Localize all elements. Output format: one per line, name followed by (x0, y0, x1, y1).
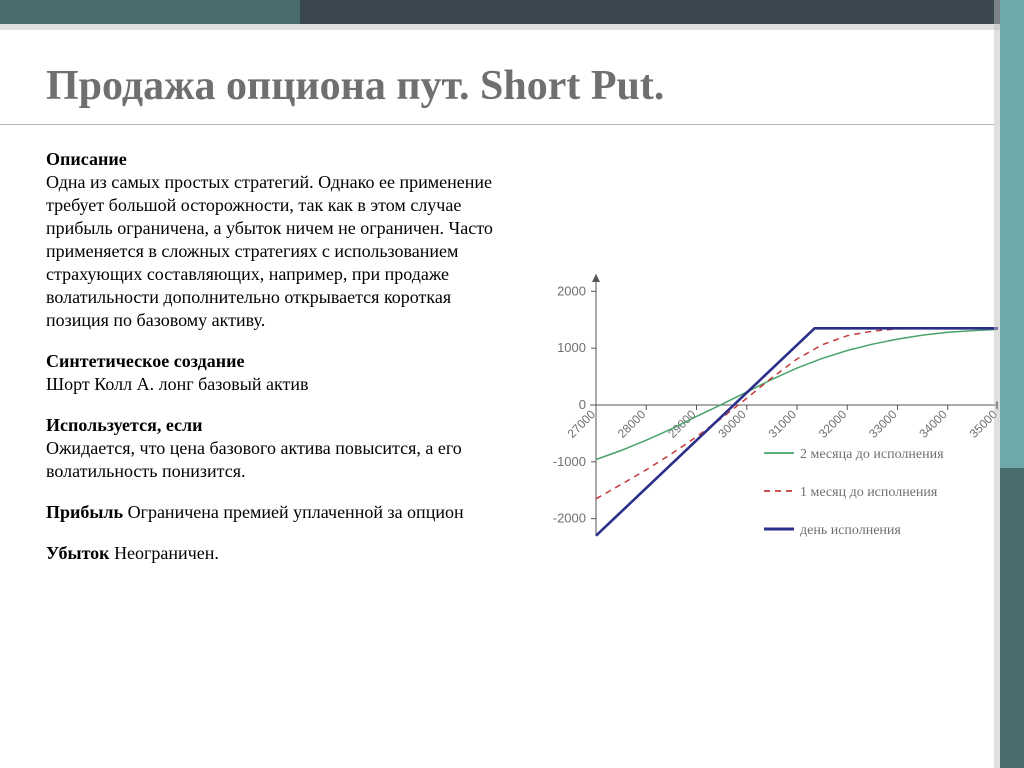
use-heading: Используется, если (46, 415, 203, 435)
svg-text:30000: 30000 (715, 407, 749, 441)
synth-text: Шорт Колл А. лонг базовый актив (46, 373, 506, 396)
top-decor-seg-1 (0, 0, 300, 24)
profit-text: Ограничена премией уплаченной за опцион (123, 502, 464, 522)
svg-text:28000: 28000 (615, 407, 649, 441)
svg-text:31000: 31000 (766, 407, 800, 441)
svg-text:1 месяц до исполнения: 1 месяц до исполнения (800, 485, 938, 500)
right-decor-seg-2 (1000, 468, 1024, 768)
loss-heading: Убыток (46, 543, 110, 563)
top-decor-shadow (0, 24, 1024, 30)
svg-text:1000: 1000 (557, 340, 586, 355)
svg-text:32000: 32000 (816, 407, 850, 441)
page-title: Продажа опциона пут. Short Put. (46, 62, 664, 110)
svg-text:2000: 2000 (557, 283, 586, 298)
desc-text: Одна из самых простых стратегий. Однако … (46, 171, 506, 332)
use-text: Ожидается, что цена базового актива повы… (46, 437, 506, 483)
synth-heading: Синтетическое создание (46, 351, 245, 371)
svg-text:27000: 27000 (565, 407, 599, 441)
svg-text:-1000: -1000 (553, 454, 586, 469)
title-underline (0, 124, 994, 125)
slide: Продажа опциона пут. Short Put. Описание… (0, 0, 1024, 768)
svg-text:-2000: -2000 (553, 511, 586, 526)
svg-text:2 месяца до исполнения: 2 месяца до исполнения (800, 447, 944, 462)
top-decor-bar (0, 0, 1024, 24)
desc-heading: Описание (46, 149, 127, 169)
short-put-chart: -2000-1000010002000270002800029000300003… (546, 270, 998, 675)
svg-text:34000: 34000 (916, 407, 950, 441)
loss-text: Неограничен. (110, 543, 219, 563)
svg-text:день исполнения: день исполнения (800, 523, 901, 538)
svg-text:33000: 33000 (866, 407, 900, 441)
body-text: Описание Одна из самых простых стратегий… (46, 148, 506, 565)
top-decor-seg-2 (300, 0, 1024, 24)
chart-svg: -2000-1000010002000270002800029000300003… (546, 270, 998, 670)
right-decor-seg-1 (1000, 0, 1024, 468)
profit-heading: Прибыль (46, 502, 123, 522)
chart-legend: 2 месяца до исполнения 1 месяц до исполне… (764, 447, 944, 538)
right-decor-bar (1000, 0, 1024, 768)
